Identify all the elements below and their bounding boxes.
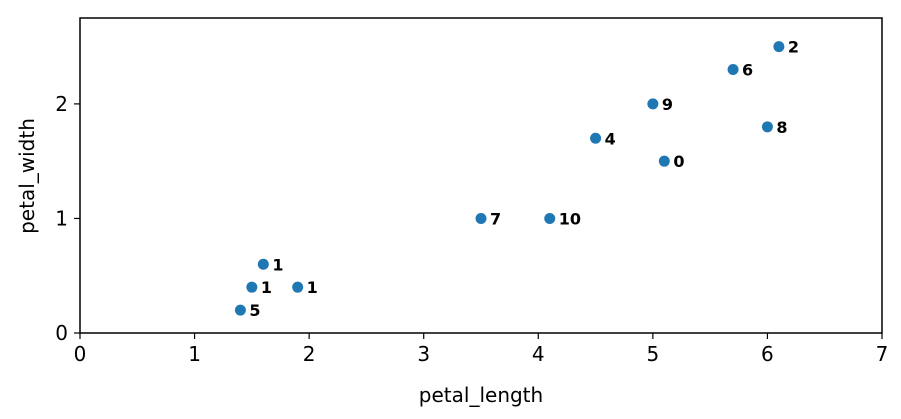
x-tick-label: 7 <box>876 342 889 366</box>
y-tick-label: 2 <box>55 92 68 116</box>
x-tick-label: 5 <box>646 342 659 366</box>
data-point-label: 9 <box>662 95 673 114</box>
data-point <box>761 121 773 133</box>
data-point-label: 0 <box>673 152 684 171</box>
y-axis: 0 1 2 <box>55 92 80 345</box>
data-point <box>658 155 670 167</box>
data-point-label: 10 <box>559 209 581 228</box>
plot-frame <box>79 17 883 334</box>
data-point <box>246 281 258 293</box>
x-axis-label: petal_length <box>419 383 543 407</box>
x-tick-label: 0 <box>74 342 87 366</box>
data-point <box>234 304 246 316</box>
data-point-label: 6 <box>742 61 753 80</box>
data-point <box>727 64 739 76</box>
x-tick-label: 4 <box>532 342 545 366</box>
data-point-label: 1 <box>307 278 318 297</box>
y-tick-label: 0 <box>55 321 68 345</box>
data-point <box>257 258 269 270</box>
data-point <box>292 281 304 293</box>
data-point-label: 5 <box>249 301 260 320</box>
data-point-label: 1 <box>272 255 283 274</box>
data-point <box>590 132 602 144</box>
data-point-label: 2 <box>788 38 799 57</box>
data-point <box>475 212 487 224</box>
x-tick-label: 6 <box>761 342 774 366</box>
y-axis-label: petal_width <box>15 118 39 234</box>
data-point-label: 1 <box>261 278 272 297</box>
data-point-label: 7 <box>490 209 501 228</box>
data-point <box>544 212 556 224</box>
x-tick-label: 1 <box>188 342 201 366</box>
data-point-label: 4 <box>605 129 616 148</box>
data-point <box>773 41 785 53</box>
x-tick-label: 3 <box>417 342 430 366</box>
x-tick-label: 2 <box>303 342 316 366</box>
y-tick-label: 1 <box>55 206 68 230</box>
data-point-label: 8 <box>776 118 787 137</box>
x-axis: 0 1 2 3 4 5 6 7 <box>74 333 889 366</box>
data-point <box>647 98 659 110</box>
